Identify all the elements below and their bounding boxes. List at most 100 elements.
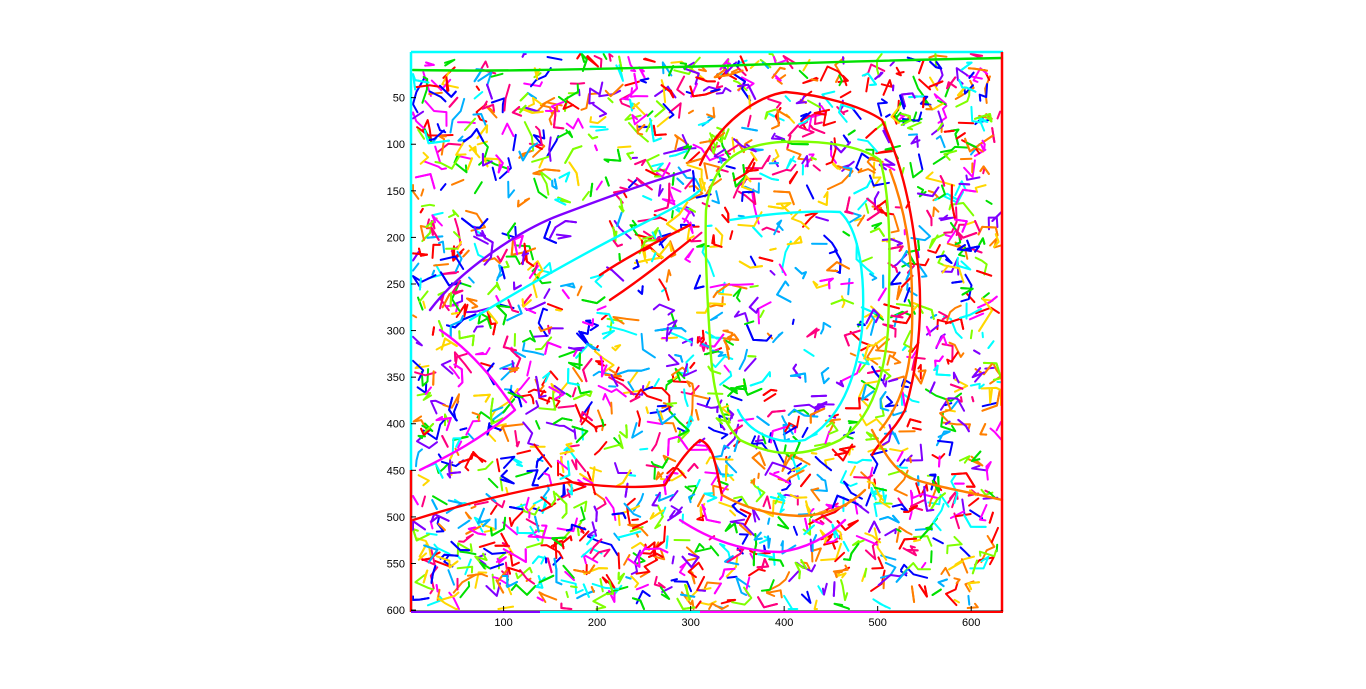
edge-fragment	[731, 284, 748, 290]
edge-fragment	[592, 548, 611, 560]
edge-fragment	[557, 196, 571, 204]
edge-fragment	[418, 290, 429, 303]
shoulder-left-contour	[411, 438, 724, 522]
edge-fragment	[813, 599, 818, 610]
edge-fragment	[505, 486, 509, 495]
edge-fragment	[868, 174, 890, 187]
edge-fragment	[506, 304, 523, 322]
edge-fragment	[889, 60, 895, 67]
edge-fragment	[979, 504, 988, 522]
edge-fragment	[875, 149, 893, 155]
edge-fragment	[611, 237, 623, 248]
edge-fragment	[449, 97, 466, 134]
edge-fragment	[424, 61, 435, 67]
edge-fragment	[958, 455, 971, 464]
edge-fragment	[813, 401, 828, 411]
edge-fragment	[602, 53, 608, 60]
collar-lower-contour	[678, 518, 847, 554]
edge-fragment	[870, 449, 888, 475]
edge-fragment	[895, 568, 909, 583]
edge-fragment	[909, 456, 912, 464]
edge-fragment	[890, 215, 900, 234]
edge-fragment	[468, 144, 481, 159]
edge-fragment	[802, 211, 819, 228]
edge-fragment	[652, 124, 667, 137]
edge-fragment	[511, 106, 523, 117]
edge-fragment	[420, 203, 436, 208]
edge-fragment	[784, 95, 791, 102]
edge-fragment	[911, 427, 922, 431]
edge-fragment	[635, 177, 653, 191]
edge-fragment	[723, 364, 731, 373]
edge-fragment	[693, 274, 705, 290]
edge-fragment	[473, 242, 486, 260]
edge-fragment	[674, 134, 689, 151]
edge-fragment	[564, 145, 583, 164]
edge-fragment	[860, 471, 871, 490]
edge-fragment	[747, 114, 752, 128]
edge-fragment	[946, 535, 963, 555]
edge-fragment	[618, 253, 621, 262]
edge-fragment	[906, 283, 918, 297]
edge-fragment	[955, 256, 972, 271]
edge-fragment	[892, 313, 913, 325]
edge-fragment	[969, 329, 973, 340]
edge-fragment	[687, 109, 694, 115]
edge-fragment	[840, 281, 854, 286]
edge-fragment	[437, 142, 464, 153]
edge-fragment	[776, 74, 787, 85]
edge-fragment	[517, 197, 531, 208]
edge-fragment	[434, 145, 441, 163]
edge-fragment	[665, 535, 669, 549]
edge-fragment	[809, 538, 813, 552]
edge-fragment	[536, 596, 544, 602]
edge-fragment	[753, 531, 763, 541]
edge-fragment	[642, 227, 659, 240]
edge-fragment	[527, 96, 543, 108]
edge-fragment	[847, 278, 851, 296]
edge-fragment	[593, 505, 598, 523]
edge-fragment	[571, 387, 577, 398]
edge-fragment	[535, 336, 553, 351]
edge-fragment	[674, 367, 686, 382]
edge-fragment	[737, 417, 755, 422]
edge-fragment	[988, 388, 993, 404]
edge-fragment	[481, 152, 493, 167]
edge-fragment	[772, 331, 784, 344]
edge-fragment	[874, 71, 884, 80]
edge-fragment	[944, 228, 958, 244]
edge-fragment	[960, 287, 974, 296]
edge-fragment	[440, 337, 458, 351]
edge-fragment	[540, 544, 564, 560]
edge-fragment	[433, 263, 450, 267]
edge-fragment	[677, 421, 690, 437]
edge-fragment	[686, 227, 695, 241]
edge-fragment	[649, 509, 665, 520]
edge-fragment	[478, 541, 496, 548]
edge-fragment	[486, 310, 497, 336]
edge-fragment	[610, 401, 613, 415]
edge-fragment	[731, 586, 753, 606]
edge-fragment	[430, 513, 450, 523]
edge-fragment	[945, 580, 959, 607]
edge-fragment	[497, 567, 510, 582]
edge-fragment	[554, 198, 567, 206]
edge-fragment	[589, 125, 607, 129]
edge-fragment	[800, 559, 808, 570]
edge-fragment	[687, 462, 699, 472]
edge-fragment	[832, 564, 849, 573]
edge-fragment	[556, 459, 570, 472]
forearm-contour	[598, 223, 692, 277]
edge-fragment	[821, 90, 836, 108]
edge-fragment	[603, 434, 624, 450]
edge-fragment	[559, 473, 587, 493]
edge-fragment	[865, 77, 870, 93]
edge-fragment	[509, 506, 524, 511]
edge-fragment	[936, 122, 944, 132]
edge-fragment	[726, 575, 738, 579]
edge-fragment	[917, 153, 924, 171]
edge-fragment	[721, 425, 726, 431]
edge-fragment	[435, 342, 451, 351]
edge-fragment	[651, 252, 657, 263]
edge-fragment	[701, 503, 721, 524]
